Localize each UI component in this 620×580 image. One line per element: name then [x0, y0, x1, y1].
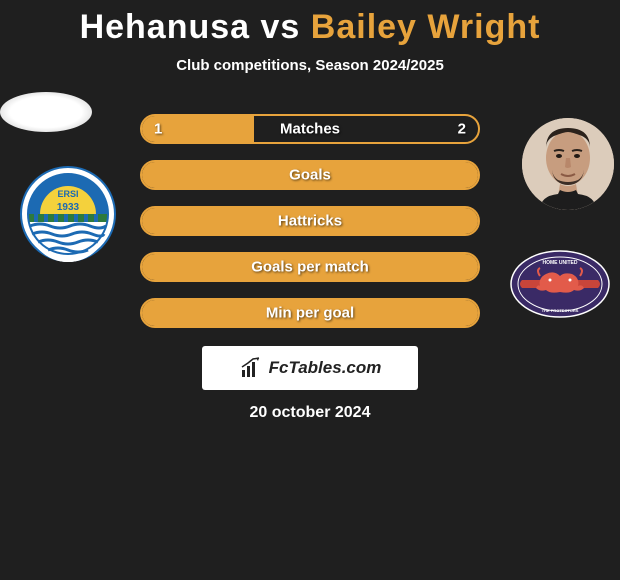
chart-icon	[239, 356, 263, 380]
stat-row: Hattricks	[140, 206, 480, 236]
attribution-text: FcTables.com	[269, 358, 382, 378]
date-text: 20 october 2024	[0, 404, 620, 422]
svg-text:THE PROTECTORS: THE PROTECTORS	[542, 308, 579, 313]
player1-avatar	[0, 92, 92, 132]
stat-value-right: 2	[458, 121, 466, 138]
stat-row: Goals per match	[140, 252, 480, 282]
stat-label: Min per goal	[142, 305, 478, 322]
stat-row: Goals	[140, 160, 480, 190]
player1-name: Hehanusa	[80, 8, 251, 46]
player2-avatar	[522, 118, 614, 210]
vs-text: vs	[261, 8, 301, 46]
svg-text:1933: 1933	[57, 202, 80, 213]
svg-text:HOME UNITED: HOME UNITED	[543, 260, 578, 266]
subtitle: Club competitions, Season 2024/2025	[0, 51, 620, 92]
stat-label: Goals	[142, 167, 478, 184]
stat-label: Hattricks	[142, 213, 478, 230]
stat-label: Matches	[142, 121, 478, 138]
club2-badge: HOME UNITED THE PROTECTORS	[510, 250, 610, 318]
comparison-bars: Matches1 2 Goals Hattricks Goals per match Mi…	[140, 114, 480, 344]
stat-value-left: 1	[154, 121, 162, 138]
player2-name: Bailey Wright	[311, 8, 541, 46]
page-title: Hehanusa vs Bailey Wright	[0, 0, 620, 51]
stat-row: Min per goal	[140, 298, 480, 328]
stat-label: Goals per match	[142, 259, 478, 276]
club1-badge: ERSI 1933	[20, 166, 116, 262]
attribution-box: FcTables.com	[202, 346, 418, 390]
svg-text:ERSI: ERSI	[57, 189, 78, 199]
stat-row: Matches1 2	[140, 114, 480, 144]
comparison-content: ERSI 1933 HOME UNITED THE PROTEC	[0, 92, 620, 132]
